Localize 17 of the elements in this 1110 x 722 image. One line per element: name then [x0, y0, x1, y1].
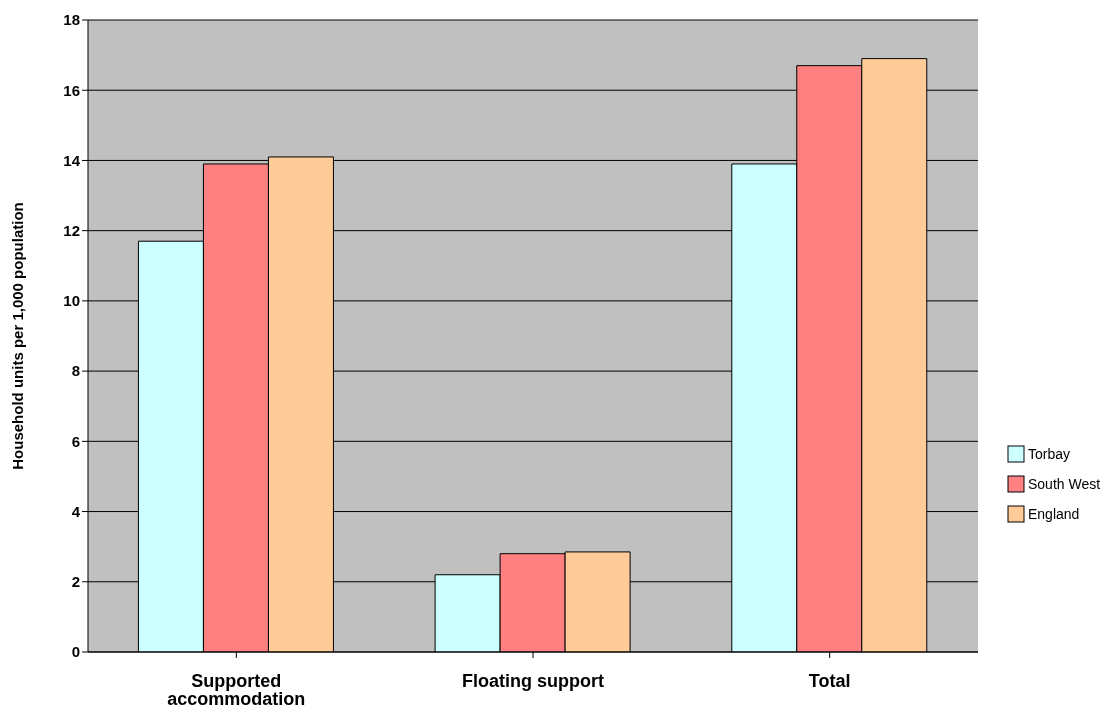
y-tick-label: 12 — [63, 221, 80, 239]
y-tick-label: 18 — [63, 11, 80, 29]
legend-label: South West — [1028, 476, 1101, 492]
y-tick-label: 4 — [71, 502, 81, 520]
x-tick-label: Supported accommodation — [167, 670, 306, 709]
y-tick-label: 10 — [63, 292, 80, 310]
y-tick-label: 8 — [71, 362, 80, 380]
y-tick-label: 2 — [71, 573, 80, 591]
y-axis-title: Household units per 1,000 population — [9, 202, 27, 470]
legend-label: Torbay — [1028, 446, 1071, 462]
x-tick-label: Floating support — [462, 670, 604, 691]
legend-label: England — [1028, 506, 1080, 522]
x-tick-label: Total — [808, 670, 851, 691]
y-tick-label: 16 — [63, 81, 80, 99]
y-tick-label: 0 — [71, 643, 80, 661]
y-tick-label: 14 — [63, 151, 81, 169]
y-tick-label: 6 — [71, 432, 80, 450]
